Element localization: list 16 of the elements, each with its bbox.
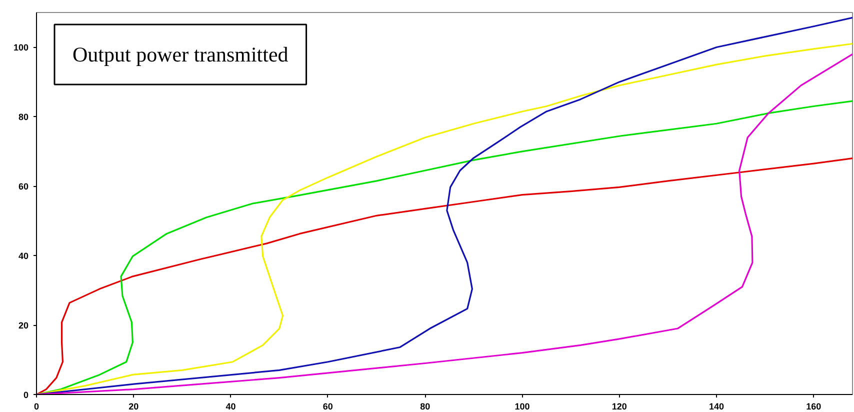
- annotation: Output power transmitted: [72, 42, 289, 66]
- x-tick-label: 100: [514, 402, 530, 412]
- y-tick-label: 40: [18, 251, 29, 262]
- x-tick-label: 20: [128, 402, 139, 412]
- x-tick-label: 60: [322, 402, 333, 412]
- y-tick-label: 60: [18, 182, 29, 192]
- y-tick-label: 80: [18, 112, 29, 122]
- x-tick-label: 160: [806, 402, 822, 412]
- x-tick-label: 40: [226, 402, 236, 412]
- y-tick-label: 0: [23, 390, 29, 400]
- x-tick-label: 80: [420, 402, 430, 412]
- x-tick-label: 120: [612, 402, 627, 412]
- x-tick-label: 0: [34, 402, 40, 412]
- x-tick-label: 140: [708, 402, 724, 412]
- y-tick-label: 100: [13, 42, 29, 53]
- y-tick-label: 20: [18, 320, 29, 331]
